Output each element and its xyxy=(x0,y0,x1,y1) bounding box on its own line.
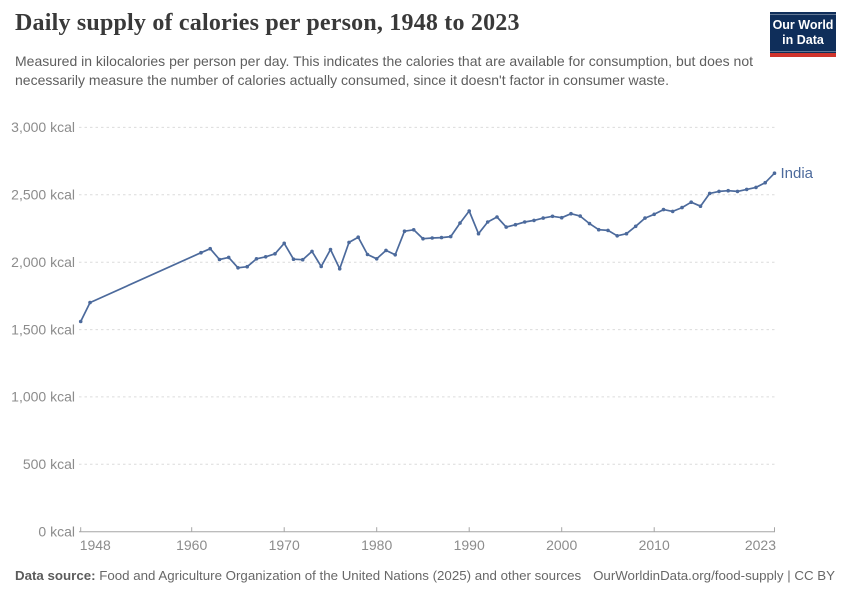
data-point[interactable] xyxy=(633,224,638,229)
x-tick-label: 1948 xyxy=(80,537,111,553)
x-tick-label: 1960 xyxy=(176,537,207,553)
data-point[interactable] xyxy=(578,214,582,218)
data-point[interactable] xyxy=(458,221,462,225)
data-point[interactable] xyxy=(337,267,342,271)
data-point[interactable] xyxy=(88,300,92,305)
data-point[interactable] xyxy=(236,266,240,270)
logo-line-2: in Data xyxy=(782,32,824,47)
data-point[interactable] xyxy=(300,257,305,262)
owid-logo[interactable]: Our World in Data xyxy=(767,12,839,57)
data-point[interactable] xyxy=(652,212,656,217)
data-point[interactable] xyxy=(374,257,379,261)
data-point[interactable] xyxy=(754,185,758,190)
data-point[interactable] xyxy=(347,240,351,245)
data-point[interactable] xyxy=(569,211,573,216)
data-point[interactable] xyxy=(328,247,333,252)
data-point[interactable] xyxy=(707,191,712,196)
x-tick-label: 1980 xyxy=(361,537,392,553)
data-point[interactable] xyxy=(365,252,370,257)
data-point[interactable] xyxy=(726,188,730,193)
data-point[interactable] xyxy=(254,257,259,261)
y-tick-label: 1,500 kcal xyxy=(11,321,75,337)
data-point[interactable] xyxy=(541,216,545,220)
data-source-label: Data source: xyxy=(15,568,96,583)
india-series-line[interactable] xyxy=(79,172,776,323)
data-point[interactable] xyxy=(680,205,684,210)
data-source-text: Food and Agriculture Organization of the… xyxy=(95,568,582,583)
data-point[interactable] xyxy=(596,227,601,232)
data-point[interactable] xyxy=(532,218,536,223)
data-point[interactable] xyxy=(615,234,619,238)
x-tick-label: 1970 xyxy=(269,537,300,553)
data-point[interactable] xyxy=(356,235,361,239)
data-point[interactable] xyxy=(199,250,203,255)
data-point[interactable] xyxy=(310,249,314,254)
data-point[interactable] xyxy=(698,204,703,208)
page-title: Daily supply of calories per person, 194… xyxy=(15,10,520,36)
x-tick-label: 2023 xyxy=(745,537,776,553)
data-point[interactable] xyxy=(273,252,277,256)
data-point[interactable] xyxy=(393,253,398,257)
data-point[interactable] xyxy=(643,216,647,220)
data-point[interactable] xyxy=(559,215,564,220)
data-point[interactable] xyxy=(263,254,268,259)
data-point[interactable] xyxy=(448,234,453,239)
data-point[interactable] xyxy=(439,235,444,240)
data-point[interactable] xyxy=(624,231,629,236)
data-point[interactable] xyxy=(384,248,388,253)
data-point[interactable] xyxy=(735,189,740,194)
data-point[interactable] xyxy=(467,209,472,213)
data-point[interactable] xyxy=(208,246,212,251)
x-tick-label: 2000 xyxy=(546,537,577,553)
data-point[interactable] xyxy=(717,189,721,194)
data-point[interactable] xyxy=(522,220,527,224)
data-source: Data source: Food and Agriculture Organi… xyxy=(15,568,581,583)
y-tick-label: 0 kcal xyxy=(38,524,75,540)
y-tick-label: 2,000 kcal xyxy=(11,254,75,270)
data-point[interactable] xyxy=(670,209,675,214)
owid-logo-text: Our World in Data xyxy=(767,13,839,52)
data-point[interactable] xyxy=(226,255,231,260)
data-point[interactable] xyxy=(495,215,499,219)
logo-line-1: Our World xyxy=(772,17,834,32)
data-point[interactable] xyxy=(411,228,416,232)
data-point[interactable] xyxy=(606,228,610,233)
y-tick-label: 3,000 kcal xyxy=(11,119,75,135)
data-point[interactable] xyxy=(513,222,518,227)
data-point[interactable] xyxy=(430,236,435,240)
data-point[interactable] xyxy=(661,207,666,212)
series-label-india[interactable]: India xyxy=(781,165,814,182)
data-point[interactable] xyxy=(772,171,777,175)
data-point[interactable] xyxy=(485,220,490,224)
y-tick-label: 1,000 kcal xyxy=(11,389,75,405)
y-tick-label: 500 kcal xyxy=(23,456,75,472)
data-point[interactable] xyxy=(744,187,749,192)
data-point[interactable] xyxy=(476,231,481,236)
x-tick-label: 1990 xyxy=(454,537,485,553)
data-point[interactable] xyxy=(282,241,287,246)
y-tick-label: 2,500 kcal xyxy=(11,187,75,203)
x-tick-label: 2010 xyxy=(639,537,670,553)
data-point[interactable] xyxy=(319,264,324,269)
data-point[interactable] xyxy=(689,200,693,204)
chart-subtitle: Measured in kilocalories per person per … xyxy=(15,53,754,88)
data-point[interactable] xyxy=(763,180,767,185)
data-point[interactable] xyxy=(550,214,555,219)
data-point[interactable] xyxy=(421,236,425,241)
data-point[interactable] xyxy=(217,257,222,262)
data-point[interactable] xyxy=(504,225,509,229)
footer-link[interactable]: OurWorldinData.org/food-supply | CC BY xyxy=(593,568,835,583)
data-point[interactable] xyxy=(78,319,83,324)
data-point[interactable] xyxy=(291,257,296,262)
data-point[interactable] xyxy=(587,221,592,226)
data-point[interactable] xyxy=(402,229,407,233)
data-point[interactable] xyxy=(245,264,249,269)
